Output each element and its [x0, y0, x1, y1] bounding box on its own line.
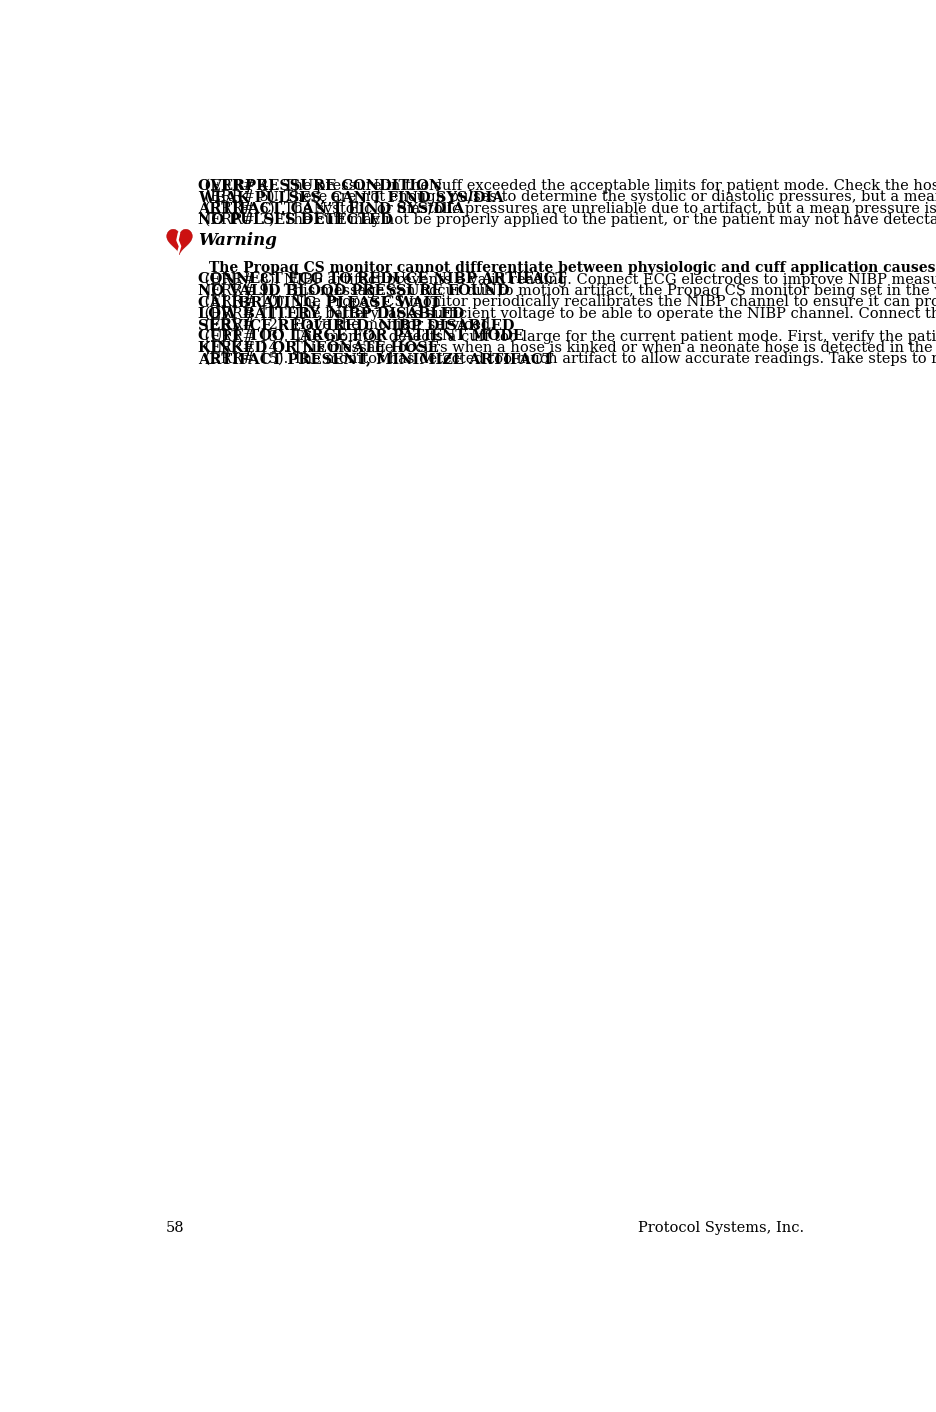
Text: (ERR# 15). The monitor has detected too much artifact to allow accurate readings: (ERR# 15). The monitor has detected too …: [199, 352, 936, 366]
Text: CUFF TOO LARGE FOR PATIENT MODE: CUFF TOO LARGE FOR PATIENT MODE: [198, 329, 524, 343]
Text: SERVICE REQUIRED, NIBP DISABLED: SERVICE REQUIRED, NIBP DISABLED: [198, 318, 515, 332]
Text: (ERR# 8). NIBP artifact prevents a valid reading. Connect ECG electrodes to impr: (ERR# 8). NIBP artifact prevents a valid…: [199, 273, 936, 287]
Text: CALIBRATING, PLEASE WAIT: CALIBRATING, PLEASE WAIT: [198, 295, 441, 309]
Text: (ERR# 12). Have the monitor serviced.: (ERR# 12). Have the monitor serviced.: [199, 318, 494, 332]
Text: (ERR# 11). The battery lacks sufficient voltage to be able to operate the NIBP c: (ERR# 11). The battery lacks sufficient …: [199, 306, 936, 321]
Text: WEAK PULSES, CAN'T FIND SYS/DIA: WEAK PULSES, CAN'T FIND SYS/DIA: [198, 191, 504, 205]
Text: (ERR# 7). The cuff may not be properly applied to the patient, or the patient ma: (ERR# 7). The cuff may not be properly a…: [199, 213, 936, 227]
Text: CONNECT ECG TO REDUCE NIBP ARTIFACT: CONNECT ECG TO REDUCE NIBP ARTIFACT: [198, 273, 566, 287]
Text: (ERR# 6). The systolic or diastolic pressures are unreliable due to artifact, bu: (ERR# 6). The systolic or diastolic pres…: [199, 202, 936, 216]
Text: (ERR# 10). The Propaq CS monitor periodically recalibrates the NIBP channel to e: (ERR# 10). The Propaq CS monitor periodi…: [199, 295, 936, 309]
Text: OVERPRESSURE CONDITION: OVERPRESSURE CONDITION: [198, 179, 443, 192]
Text: ARTIFACT, CAN’T FIND SYS/DIA: ARTIFACT, CAN’T FIND SYS/DIA: [198, 202, 464, 216]
Text: KINKED OR NEONATE HOSE: KINKED OR NEONATE HOSE: [198, 340, 439, 354]
Text: NO PULSES DETECTED: NO PULSES DETECTED: [198, 213, 393, 227]
Text: The Propaq CS monitor cannot differentiate between physiologic and cuff applicat: The Propaq CS monitor cannot differentia…: [209, 261, 936, 275]
Text: (ERR# 9). This message can occur due to motion artifact, the Propaq CS monitor b: (ERR# 9). This message can occur due to …: [199, 284, 936, 298]
Text: Protocol Systems, Inc.: Protocol Systems, Inc.: [637, 1221, 804, 1236]
Text: LOW BATTERY, NIBP DISABLED: LOW BATTERY, NIBP DISABLED: [198, 306, 464, 321]
Text: (ERR# 5). There are not enough pulses to determine the systolic or diastolic pre: (ERR# 5). There are not enough pulses to…: [199, 191, 936, 205]
Text: (ERR# 14). This message occurs when a hose is kinked or when a neonate hose is d: (ERR# 14). This message occurs when a ho…: [199, 340, 936, 354]
Text: ARTIFACT PRESENT, MINIMIZE ARTIFACT: ARTIFACT PRESENT, MINIMIZE ARTIFACT: [198, 352, 553, 366]
Polygon shape: [167, 229, 192, 254]
Text: (ERR# 4). The pressure in the cuff exceeded the acceptable limits for patient mo: (ERR# 4). The pressure in the cuff excee…: [199, 179, 936, 193]
Text: Warning: Warning: [198, 233, 277, 250]
Text: 58: 58: [166, 1221, 184, 1236]
Text: (ERR# 13). The monitor detects a cuff too large for the current patient mode. Fi: (ERR# 13). The monitor detects a cuff to…: [199, 329, 936, 343]
Text: NO VALID BLOOD PRESSURE FOUND: NO VALID BLOOD PRESSURE FOUND: [198, 284, 509, 298]
